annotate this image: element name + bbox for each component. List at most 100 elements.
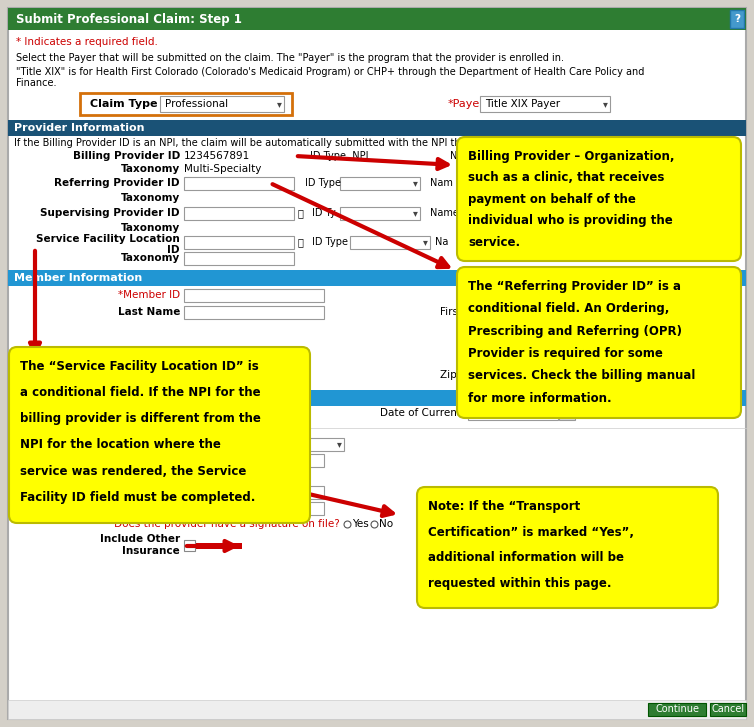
Text: Yes: Yes [192,471,209,481]
Text: Certification” is marked “Yes”,: Certification” is marked “Yes”, [428,526,634,539]
Bar [160,96,284,112]
Bar [730,10,744,28]
Text: *Does the provider have a signature on file?: *Does the provider have a signature on f… [109,519,340,529]
Text: Referring Provider ID: Referring Provider ID [54,178,180,188]
Text: Nam: Nam [450,151,473,161]
Text: Insurance: Insurance [122,546,180,556]
Text: Date of Current*: Date of Current* [380,408,466,418]
Bar [184,177,294,190]
Bar [492,369,560,382]
Bar [559,407,575,420]
Text: ?: ? [734,14,740,24]
Text: services. Check the billing manual: services. Check the billing manual [468,369,695,382]
Bar [710,703,746,716]
Text: Previous Claim ICN: Previous Claim ICN [69,487,180,497]
Text: Title XIX Payer: Title XIX Payer [485,99,560,109]
Text: Include Other: Include Other [100,534,180,544]
Text: No: No [379,519,393,529]
Text: Cancel: Cancel [712,704,744,715]
Text: ID Type  NPI: ID Type NPI [310,151,369,161]
Text: Nam: Nam [430,178,453,188]
Bar [184,252,294,265]
Text: *Patient Number: *Patient Number [93,455,180,465]
Bar [350,236,430,249]
Text: * Indicates a required field.: * Indicates a required field. [16,37,158,47]
Text: Billing Provider ID: Billing Provider ID [72,151,180,161]
Bar [184,289,324,302]
Bar [340,177,420,190]
Text: billing provider is different from the: billing provider is different from the [20,412,261,425]
Bar [8,270,746,286]
Text: The “Referring Provider ID” is a: The “Referring Provider ID” is a [468,280,681,293]
Text: No: No [220,471,234,481]
Text: ID Type: ID Type [305,178,341,188]
Bar [468,407,558,420]
Text: requested within this page.: requested within this page. [428,577,611,590]
Text: *Member ID: *Member ID [118,290,180,300]
Text: conditional field. An Ordering,: conditional field. An Ordering, [468,302,670,316]
Text: Claim Type: Claim Type [90,99,158,109]
FancyBboxPatch shape [457,137,741,261]
Bar [8,120,746,136]
Text: ▾: ▾ [277,99,281,109]
Text: service was rendered, the Service: service was rendered, the Service [20,465,247,478]
Text: 🔍: 🔍 [298,237,304,247]
Bar [184,207,294,220]
Bar [184,306,324,319]
Text: Billing Provider – Organization,: Billing Provider – Organization, [468,150,675,163]
Bar [648,703,706,716]
Text: ID Type: ID Type [312,237,348,247]
Text: Provider Information: Provider Information [14,123,145,133]
Bar [8,390,746,406]
Text: ID Ty: ID Ty [312,208,336,218]
Text: 🔍: 🔍 [298,208,304,218]
Text: ▾: ▾ [602,99,608,109]
Bar [8,700,746,719]
FancyBboxPatch shape [9,347,310,523]
Bar [480,96,610,112]
Bar [184,454,324,467]
Bar [8,8,746,30]
Text: Zip Code*: Zip Code* [440,370,492,380]
Text: Taxonomy: Taxonomy [121,223,180,233]
Text: Taxonomy: Taxonomy [121,164,180,174]
Text: 📅: 📅 [564,408,570,418]
Bar [184,486,324,499]
Text: Prescribing and Referring (OPR): Prescribing and Referring (OPR) [468,325,682,337]
Text: ID: ID [167,245,180,255]
Text: Note: If the “Transport: Note: If the “Transport [428,500,581,513]
Text: Yes: Yes [352,519,369,529]
Text: a conditional field. If the NPI for the: a conditional field. If the NPI for the [20,386,261,399]
Bar [80,93,292,115]
Text: individual who is providing the: individual who is providing the [468,214,673,228]
Text: Multi-Specialty: Multi-Specialty [184,164,262,174]
Text: ▾: ▾ [412,209,418,219]
Text: payment on behalf of the: payment on behalf of the [468,193,636,206]
Text: Supervising Provider ID: Supervising Provider ID [41,208,180,218]
Text: Taxonomy: Taxonomy [121,193,180,203]
Text: Name: Name [430,208,459,218]
Text: Professional: Professional [165,99,228,109]
Bar [184,236,294,249]
Text: Na: Na [435,237,449,247]
Text: ▾: ▾ [412,179,418,188]
Text: for more information.: for more information. [468,392,611,404]
Text: Submit Professional Claim: Step 1: Submit Professional Claim: Step 1 [16,12,242,25]
Text: additional information will be: additional information will be [428,551,624,564]
FancyBboxPatch shape [417,487,718,608]
Text: Note: Note [152,503,180,513]
Bar [196,543,242,549]
Text: Finance.: Finance. [16,78,57,88]
Text: Member Information: Member Information [14,273,143,283]
Text: Facility ID field must be completed.: Facility ID field must be completed. [20,491,256,504]
Text: Continue: Continue [655,704,699,715]
Text: ▾: ▾ [422,238,428,247]
Text: ▾: ▾ [336,440,342,449]
Text: Taxonomy: Taxonomy [121,253,180,263]
Text: 1234567891: 1234567891 [184,151,250,161]
Text: Provider is required for some: Provider is required for some [468,347,663,360]
Text: Select the Payer that will be submitted on the claim. The "Payer" is the program: Select the Payer that will be submitted … [16,53,564,63]
Text: The “Service Facility Location ID” is: The “Service Facility Location ID” is [20,360,259,373]
Bar [340,207,420,220]
Bar [184,540,195,551]
